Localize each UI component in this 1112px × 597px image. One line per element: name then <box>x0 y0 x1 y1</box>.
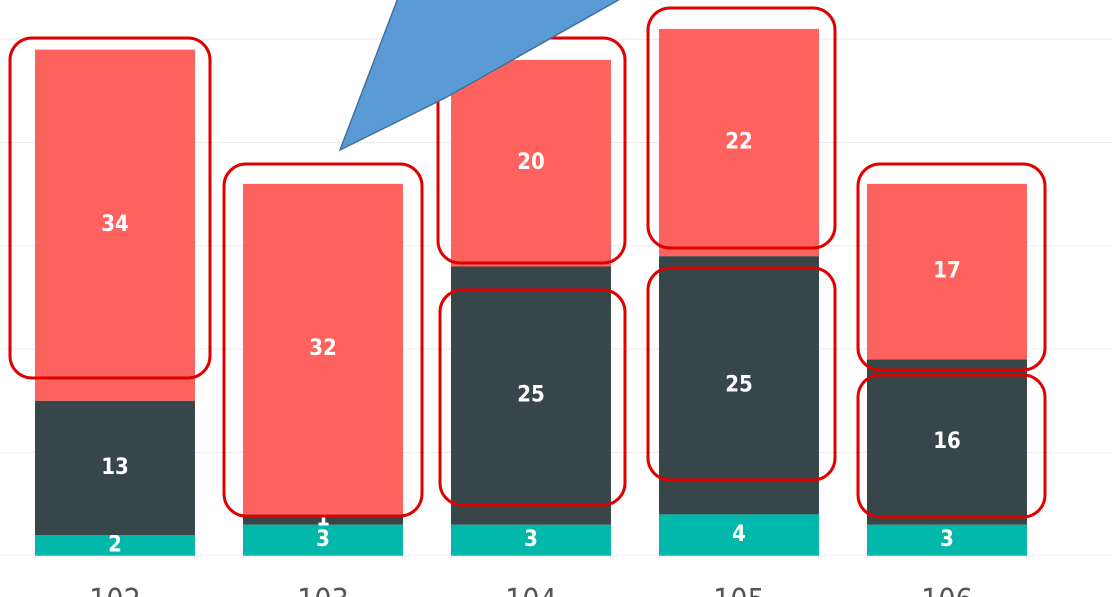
bar-segment <box>659 28 819 257</box>
bar-segment <box>35 400 195 536</box>
bar-segment <box>35 49 195 401</box>
bar-segment <box>867 524 1027 556</box>
highlight-box <box>646 266 837 482</box>
bar-segment <box>867 359 1027 525</box>
bar-segment <box>867 183 1027 360</box>
highlight-box <box>222 162 424 518</box>
bar-segment <box>243 524 403 556</box>
bar-segment <box>659 514 819 556</box>
data-label: 3 <box>316 527 330 552</box>
data-label: 2 <box>108 532 122 557</box>
bar-segment <box>35 535 195 556</box>
x-tick-label: 106 <box>921 583 973 597</box>
data-label: 25 <box>725 372 753 397</box>
bar-segment <box>659 256 819 515</box>
bar-segment <box>243 514 403 525</box>
highlight-box <box>856 373 1047 519</box>
highlight-box <box>8 36 212 380</box>
data-label: 20 <box>517 150 545 175</box>
highlight-box <box>646 6 837 250</box>
data-label: 13 <box>101 455 129 480</box>
highlight-box <box>856 162 1047 372</box>
x-tick-label: 105 <box>713 583 765 597</box>
data-label: 17 <box>933 259 961 284</box>
annotations <box>8 0 1047 519</box>
x-tick-label: 103 <box>297 583 349 597</box>
bar-segment <box>451 266 611 525</box>
data-label: 25 <box>517 383 545 408</box>
bars: 213341023132103325201044252210531617106 <box>35 28 1027 597</box>
data-label: 34 <box>101 212 129 237</box>
highlight-box <box>438 288 627 507</box>
data-label: 4 <box>732 522 746 547</box>
bar-segment <box>451 59 611 267</box>
data-label: 22 <box>725 130 753 155</box>
data-label: 16 <box>933 429 961 454</box>
data-label: 32 <box>309 336 337 361</box>
bar-segment <box>451 524 611 556</box>
data-label: 3 <box>940 527 954 552</box>
data-label: 3 <box>524 527 538 552</box>
x-tick-label: 104 <box>505 583 557 597</box>
callout <box>338 0 620 152</box>
bar-segment <box>243 183 403 515</box>
x-tick-label: 102 <box>89 583 141 597</box>
